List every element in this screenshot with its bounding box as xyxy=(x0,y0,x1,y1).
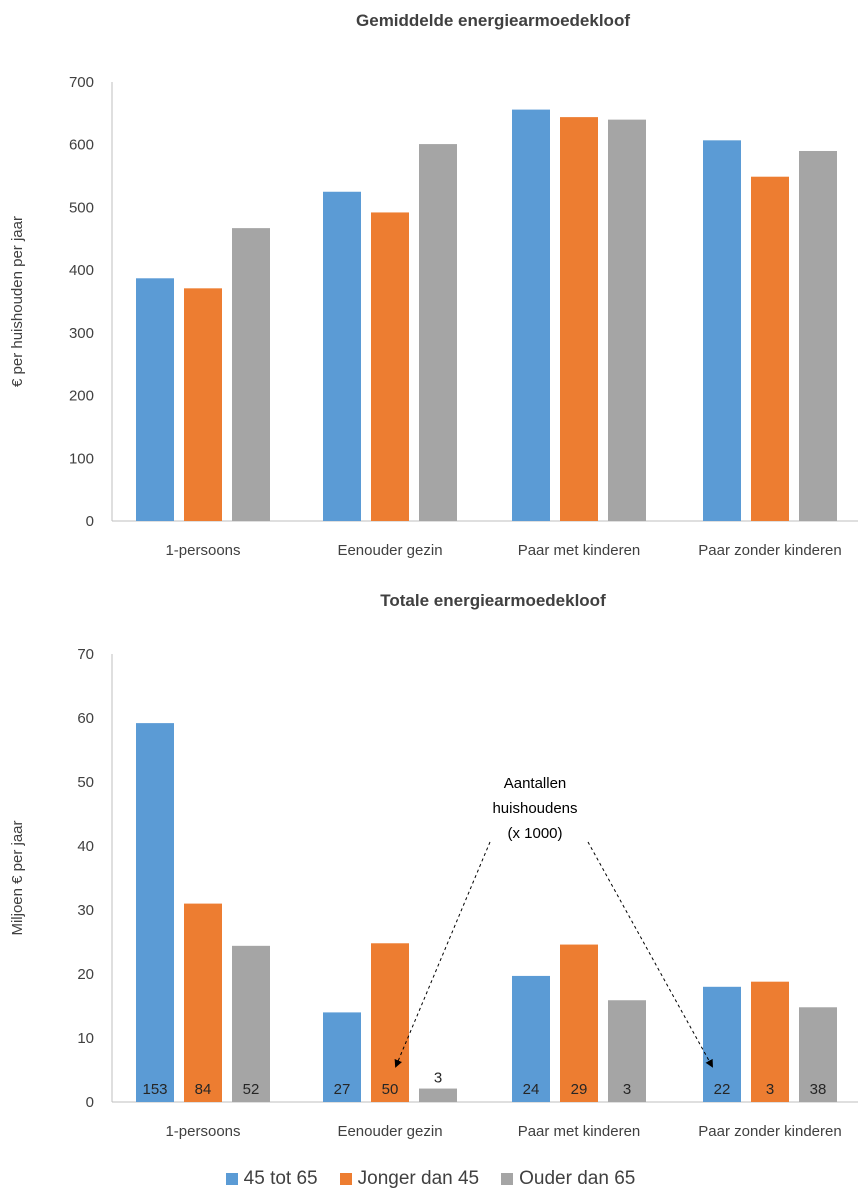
y-tick-label: 0 xyxy=(86,1094,94,1111)
y-tick-label: 60 xyxy=(77,710,94,727)
y-tick-label: 0 xyxy=(86,513,94,530)
x-tick-label: Eenouder gezin xyxy=(337,542,442,559)
y-tick-label: 400 xyxy=(69,262,94,279)
x-tick-label: Paar zonder kinderen xyxy=(698,1123,841,1140)
x-tick-label: Paar zonder kinderen xyxy=(698,542,841,559)
bar-45-tot-65 xyxy=(136,723,174,1102)
legend-item-ouder-dan-65: Ouder dan 65 xyxy=(501,1168,635,1190)
legend-label: 45 tot 65 xyxy=(243,1168,318,1189)
count-label: 84 xyxy=(195,1081,212,1098)
legend-label: Ouder dan 65 xyxy=(519,1168,636,1189)
annotation-arrow xyxy=(587,841,713,1068)
bar-ouder-dan-65 xyxy=(419,144,457,521)
bar-ouder-dan-65 xyxy=(799,1007,837,1102)
x-tick-label: Eenouder gezin xyxy=(337,1123,442,1140)
count-label: 22 xyxy=(714,1081,731,1098)
chart-totale: Totale energiearmoedekloof Miljoen € per … xyxy=(9,591,858,1140)
y-tick-label: 30 xyxy=(77,902,94,919)
bar-45-tot-65 xyxy=(703,986,741,1102)
y-tick-label: 20 xyxy=(77,966,94,983)
x-tick-label: Paar met kinderen xyxy=(518,1123,641,1140)
bar-ouder-dan-65 xyxy=(232,945,270,1102)
bar-jonger-dan-45 xyxy=(184,903,222,1102)
y-tick-label: 200 xyxy=(69,388,94,405)
y-tick-label: 700 xyxy=(69,74,94,91)
bar-jonger-dan-45 xyxy=(560,944,598,1102)
bar-ouder-dan-65 xyxy=(608,1000,646,1102)
count-label: 153 xyxy=(142,1081,167,1098)
count-label: 52 xyxy=(243,1081,260,1098)
bar-45-tot-65 xyxy=(512,109,550,521)
bar-45-tot-65 xyxy=(136,278,174,521)
y-axis-label: Miljoen € per jaar xyxy=(9,820,26,935)
y-tick-label: 300 xyxy=(69,325,94,342)
bar-45-tot-65 xyxy=(323,191,361,521)
legend: 45 tot 65 Jonger dan 45 Ouder dan 65 xyxy=(0,1168,861,1190)
y-tick-label: 40 xyxy=(77,838,94,855)
legend-item-45-tot-65: 45 tot 65 xyxy=(225,1168,318,1190)
bar-ouder-dan-65 xyxy=(232,228,270,522)
count-label: 27 xyxy=(334,1081,351,1098)
bar-ouder-dan-65 xyxy=(608,119,646,521)
count-label: 50 xyxy=(382,1081,399,1098)
x-tick-label: 1-persoons xyxy=(165,1123,240,1140)
y-tick-label: 10 xyxy=(77,1030,94,1047)
count-label: 29 xyxy=(571,1081,588,1098)
bar-45-tot-65 xyxy=(512,975,550,1102)
y-tick-label: 600 xyxy=(69,137,94,154)
legend-label: Jonger dan 45 xyxy=(357,1168,480,1189)
bar-jonger-dan-45 xyxy=(371,212,409,521)
bar-ouder-dan-65 xyxy=(799,150,837,521)
count-label: 3 xyxy=(434,1070,442,1087)
bar-jonger-dan-45 xyxy=(751,981,789,1102)
count-label: 3 xyxy=(766,1081,774,1098)
legend-swatch xyxy=(339,1173,352,1185)
bar-jonger-dan-45 xyxy=(371,943,409,1102)
bar-jonger-dan-45 xyxy=(560,117,598,522)
x-tick-label: Paar met kinderen xyxy=(518,542,641,559)
annotation-text: (x 1000) xyxy=(507,825,562,842)
y-tick-label: 50 xyxy=(77,774,94,791)
x-tick-label: 1-persoons xyxy=(165,542,240,559)
chart-gemiddelde: Gemiddelde energiearmoedekloof € per huis… xyxy=(9,11,858,559)
y-tick-label: 100 xyxy=(69,450,94,467)
bar-jonger-dan-45 xyxy=(751,176,789,521)
legend-swatch xyxy=(501,1173,514,1185)
legend-item-jonger-dan-45: Jonger dan 45 xyxy=(339,1168,480,1190)
y-axis-label: € per huishouden per jaar xyxy=(9,216,26,387)
bar-jonger-dan-45 xyxy=(184,288,222,521)
chart-title: Gemiddelde energiearmoedekloof xyxy=(356,11,630,30)
count-label: 38 xyxy=(810,1081,827,1098)
bar-ouder-dan-65 xyxy=(419,1088,457,1102)
count-label: 3 xyxy=(623,1081,631,1098)
bar-45-tot-65 xyxy=(703,140,741,521)
chart-title: Totale energiearmoedekloof xyxy=(380,591,606,610)
count-label: 24 xyxy=(523,1081,540,1098)
y-tick-label: 500 xyxy=(69,199,94,216)
annotation-text: Aantallen xyxy=(504,775,567,792)
bar-45-tot-65 xyxy=(323,1012,361,1102)
annotation-text: huishoudens xyxy=(492,800,577,817)
legend-swatch xyxy=(225,1173,238,1185)
annotation-arrow xyxy=(394,841,491,1068)
y-tick-label: 70 xyxy=(77,646,94,663)
